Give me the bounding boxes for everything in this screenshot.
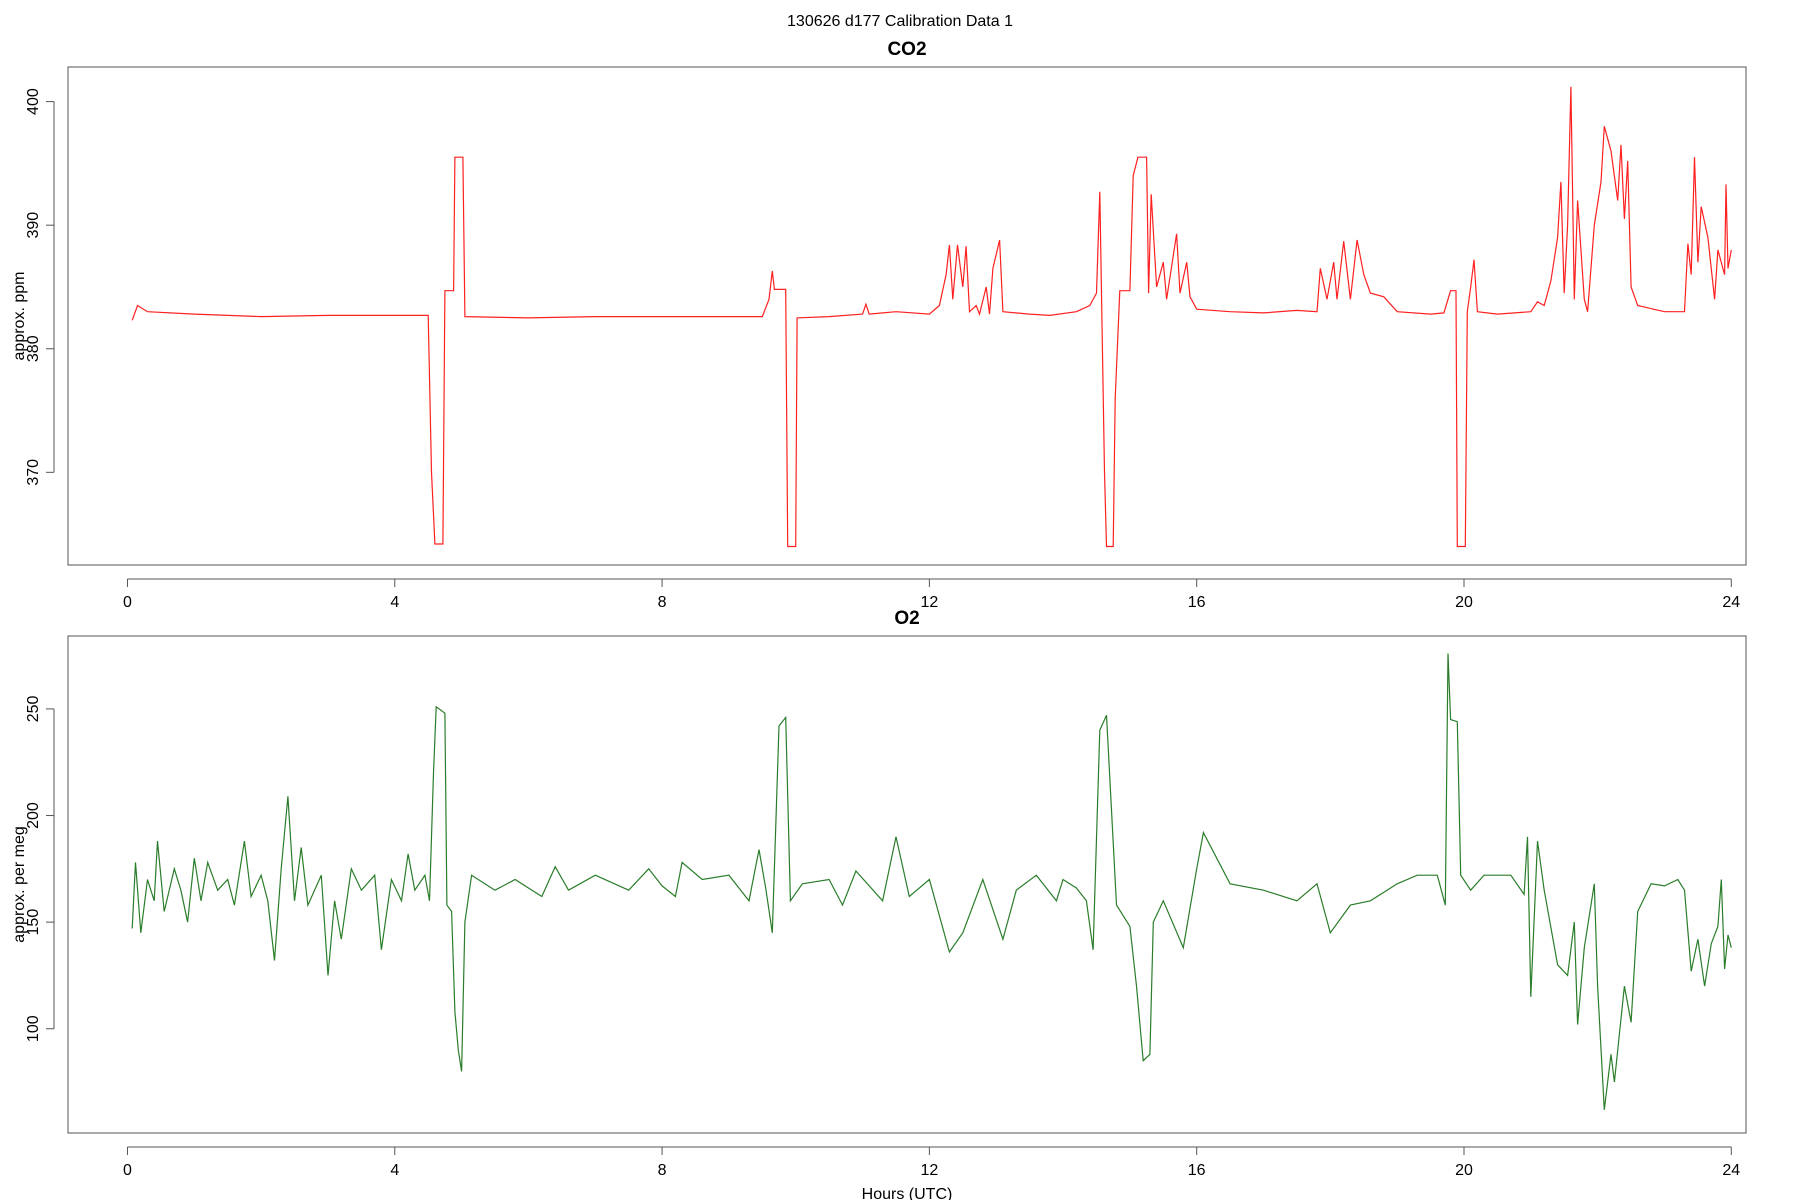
figure-title: 130626 d177 Calibration Data 1 xyxy=(787,13,1013,30)
x-tick-label: 8 xyxy=(658,1162,667,1179)
y-tick-label: 100 xyxy=(25,1015,42,1042)
x-tick-label: 20 xyxy=(1455,1162,1473,1179)
x-tick-label: 12 xyxy=(920,1162,938,1179)
plot-frame xyxy=(67,66,1747,566)
data-line xyxy=(131,86,1732,548)
x-tick-label: 12 xyxy=(920,594,938,611)
x-axis-label: Hours (UTC) xyxy=(862,1186,953,1200)
y-axis-label: approx. ppm xyxy=(11,272,28,361)
plot-title: CO2 xyxy=(887,39,926,60)
x-tick-label: 16 xyxy=(1188,594,1206,611)
y-tick-label: 250 xyxy=(25,695,42,722)
x-tick-label: 8 xyxy=(658,594,667,611)
y-tick-label: 150 xyxy=(25,909,42,936)
x-tick-label: 4 xyxy=(390,1162,399,1179)
data-line xyxy=(131,653,1732,1110)
x-tick-label: 4 xyxy=(390,594,399,611)
x-tick-label: 0 xyxy=(123,1162,132,1179)
y-tick-label: 390 xyxy=(25,212,42,239)
x-tick-label: 24 xyxy=(1722,1162,1740,1179)
y-tick-label: 380 xyxy=(25,335,42,362)
y-axis-label: approx. per meg xyxy=(11,826,28,943)
x-tick-label: 0 xyxy=(123,594,132,611)
x-tick-label: 16 xyxy=(1188,1162,1206,1179)
plot-title: O2 xyxy=(894,608,919,629)
x-tick-label: 20 xyxy=(1455,594,1473,611)
x-tick-label: 24 xyxy=(1722,594,1740,611)
y-tick-label: 400 xyxy=(25,88,42,115)
plot-frame xyxy=(67,635,1747,1134)
y-tick-label: 370 xyxy=(25,459,42,486)
y-tick-label: 200 xyxy=(25,802,42,829)
